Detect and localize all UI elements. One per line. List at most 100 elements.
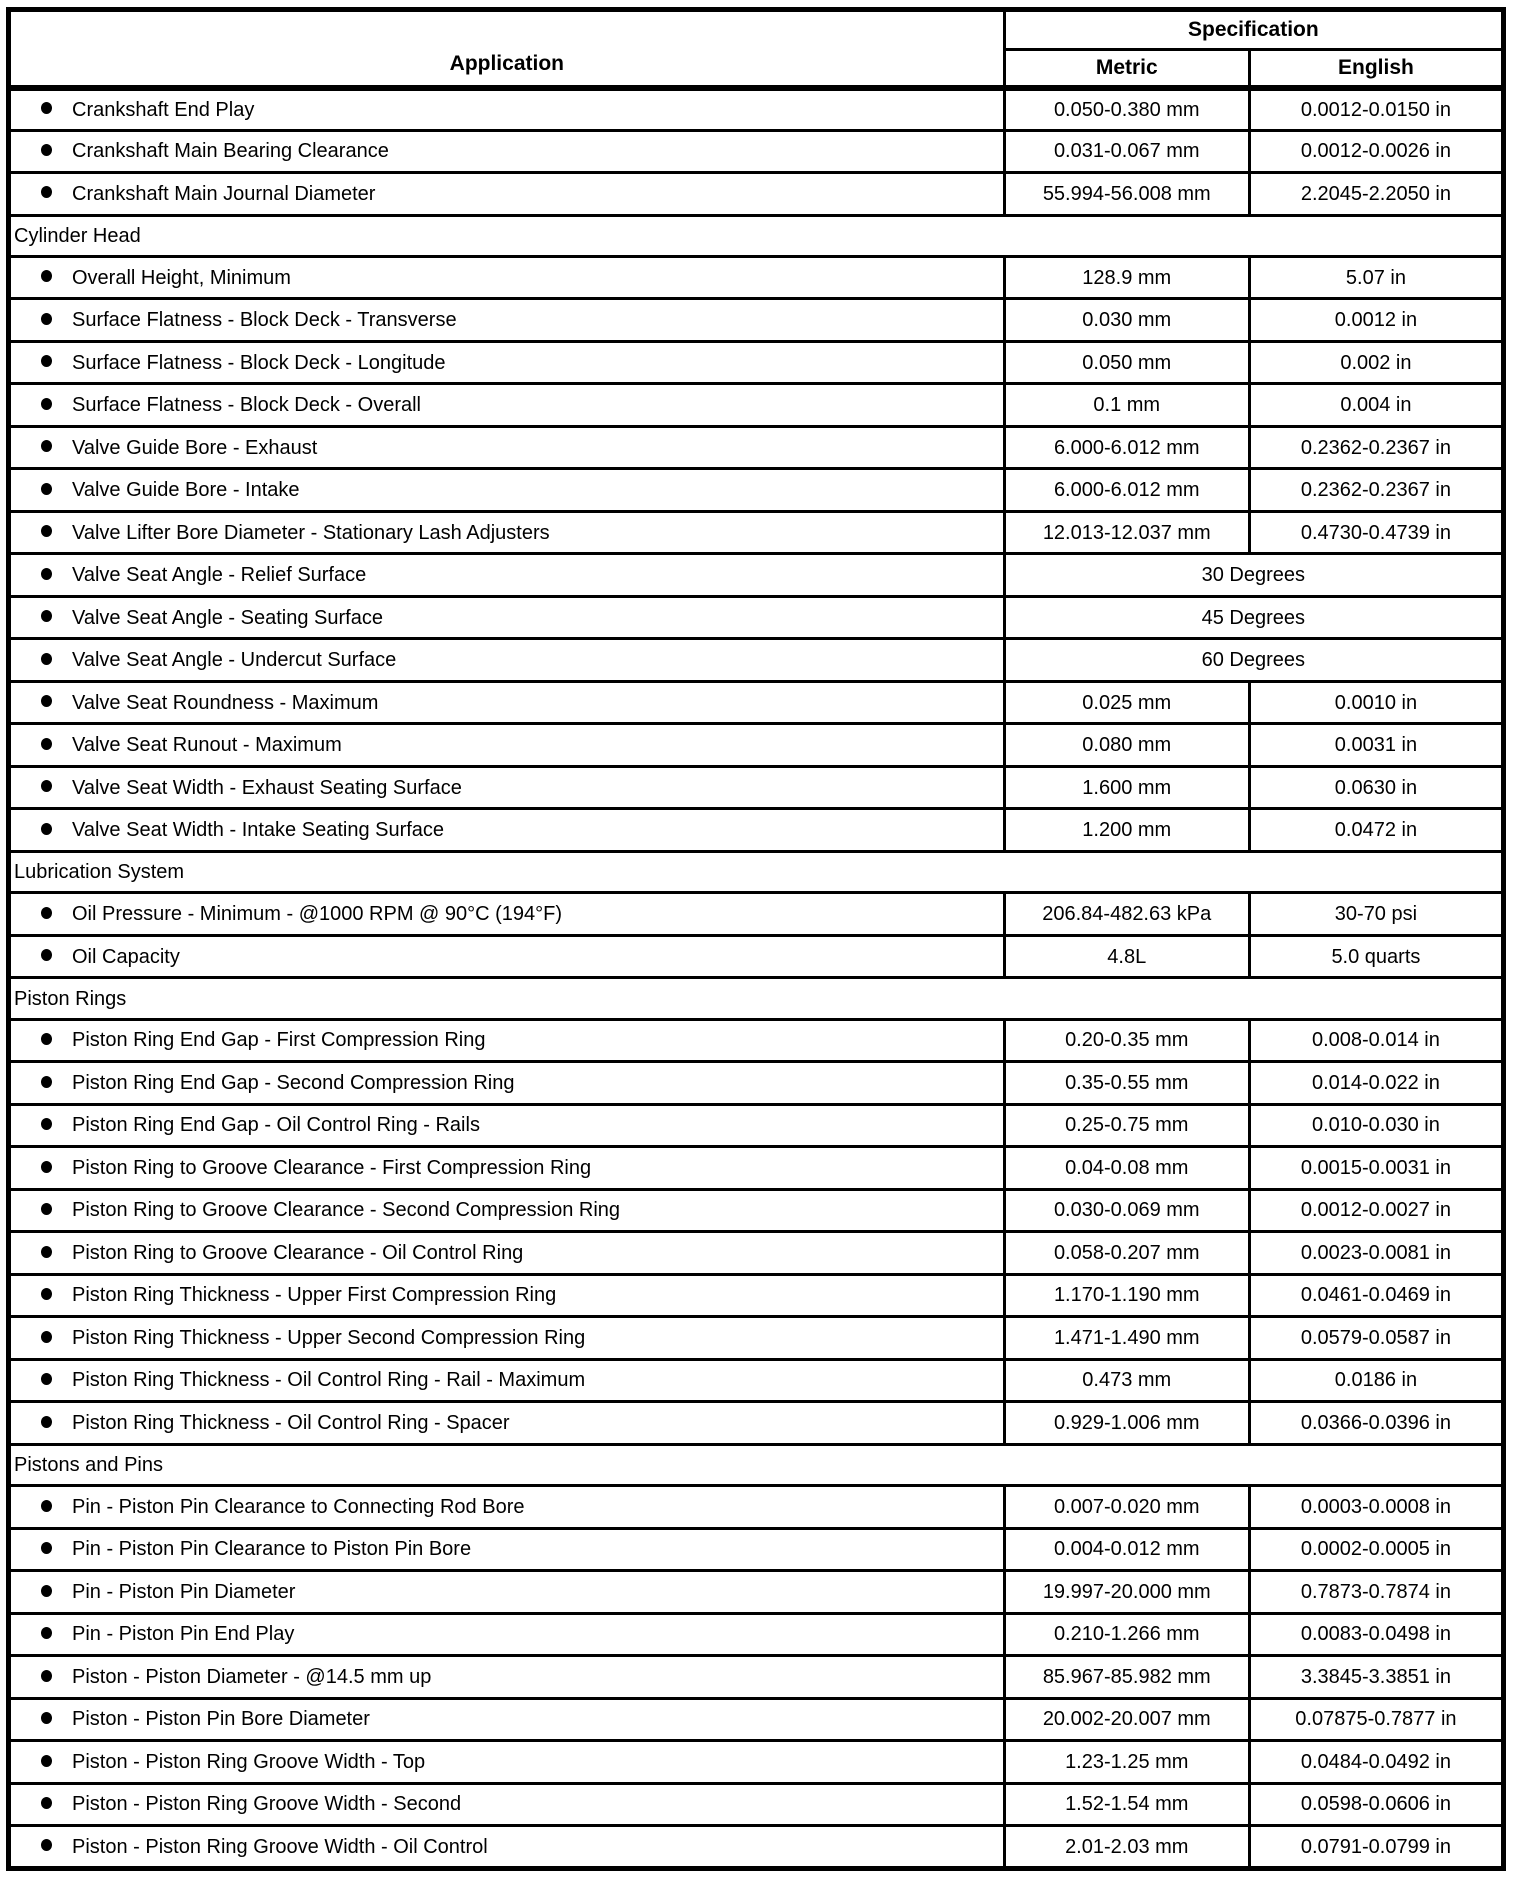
- application-cell: Piston Ring End Gap - Oil Control Ring -…: [7, 1102, 1006, 1149]
- metric-value-cell: 0.04-0.08 mm: [1002, 1145, 1251, 1191]
- application-cell: Crankshaft Main Journal Diameter: [7, 171, 1006, 217]
- application-cell: Pin - Piston Pin End Play: [7, 1611, 1006, 1658]
- application-label: Valve Seat Roundness - Maximum: [72, 691, 379, 714]
- english-value-cell: 2.2045-2.2050 in: [1247, 171, 1506, 217]
- application-cell: Piston Ring Thickness - Oil Control Ring…: [7, 1400, 1006, 1446]
- bullet-icon: [41, 652, 52, 665]
- bullet-icon: [41, 1797, 52, 1810]
- application-cell: Pin - Piston Pin Diameter: [7, 1569, 1006, 1615]
- section-title: Lubrication System: [7, 849, 1505, 895]
- spec-row: Valve Seat Runout - Maximum 0.080 mm 0.003…: [7, 722, 1506, 768]
- application-label: Piston Ring Thickness - Oil Control Ring…: [72, 1369, 586, 1392]
- spec-row: Valve Seat Angle - Seating Surface 45 Deg…: [7, 594, 1506, 641]
- spec-row: Pin - Piston Pin End Play 0.210-1.266 mm 0…: [7, 1611, 1506, 1658]
- english-value-cell: 0.0461-0.0469 in: [1247, 1272, 1506, 1319]
- spec-row: Valve Guide Bore - Intake 6.000-6.012 mm 0…: [7, 467, 1506, 513]
- bullet-icon: [41, 780, 52, 793]
- spec-row: Crankshaft End Play 0.050-0.380 mm 0.0012-…: [7, 86, 1506, 132]
- application-cell: Piston Ring End Gap - Second Compression…: [7, 1060, 1006, 1106]
- section-header-row: Lubrication System: [7, 849, 1505, 895]
- english-value-cell: 0.0010 in: [1247, 679, 1506, 726]
- application-label: Pin - Piston Pin End Play: [72, 1623, 295, 1646]
- bullet-icon: [41, 397, 52, 410]
- application-label: Piston - Piston Ring Groove Width - Top: [72, 1750, 426, 1773]
- spec-row: Piston Ring to Groove Clearance - Oil Co…: [7, 1230, 1506, 1276]
- bullet-icon: [41, 1160, 52, 1173]
- application-label: Valve Seat Angle - Relief Surface: [72, 564, 367, 587]
- metric-value-cell: 19.997-20.000 mm: [1002, 1569, 1251, 1615]
- bullet-icon: [41, 1075, 52, 1088]
- engine-specifications-table: Application Specification Metric English…: [6, 7, 1506, 1871]
- metric-value-cell: 0.1 mm: [1002, 382, 1251, 428]
- english-value-cell: 0.0012 in: [1247, 297, 1506, 343]
- metric-value-cell: 2.01-2.03 mm: [1002, 1824, 1251, 1870]
- spec-row: Surface Flatness - Block Deck - Longitud…: [7, 339, 1506, 386]
- application-cell: Oil Pressure - Minimum - @1000 RPM @ 90°…: [7, 891, 1006, 937]
- application-label: Crankshaft End Play: [72, 98, 255, 121]
- application-cell: Surface Flatness - Block Deck - Longitud…: [7, 339, 1006, 386]
- english-value-cell: 0.0083-0.0498 in: [1247, 1611, 1506, 1658]
- english-value-cell: 0.0366-0.0396 in: [1247, 1400, 1506, 1446]
- application-label: Surface Flatness - Block Deck - Longitud…: [72, 351, 446, 374]
- metric-value-cell: 6.000-6.012 mm: [1002, 424, 1251, 471]
- application-label: Oil Pressure - Minimum - @1000 RPM @ 90°…: [72, 903, 563, 926]
- application-label: Crankshaft Main Journal Diameter: [72, 182, 376, 205]
- spec-row: Surface Flatness - Block Deck - Overall 0…: [7, 382, 1506, 428]
- application-cell: Oil Capacity: [7, 933, 1006, 980]
- spec-row: Crankshaft Main Journal Diameter 55.994-5…: [7, 171, 1506, 217]
- metric-value-cell: 85.967-85.982 mm: [1002, 1654, 1251, 1700]
- metric-value-cell: 0.473 mm: [1002, 1357, 1251, 1404]
- bullet-icon: [41, 1754, 52, 1767]
- spec-row: Piston Ring Thickness - Upper Second Com…: [7, 1315, 1506, 1361]
- application-label: Piston Ring to Groove Clearance - Second…: [72, 1199, 621, 1222]
- application-cell: Piston Ring to Groove Clearance - Second…: [7, 1187, 1006, 1234]
- english-value-cell: 0.0012-0.0150 in: [1247, 86, 1506, 132]
- application-cell: Valve Seat Angle - Undercut Surface: [7, 637, 1006, 683]
- bullet-icon: [41, 1839, 52, 1852]
- metric-value-cell: 20.002-20.007 mm: [1002, 1696, 1251, 1743]
- bullet-icon: [41, 1542, 52, 1555]
- bullet-icon: [41, 312, 52, 325]
- combined-value-cell: 30 Degrees: [1002, 552, 1506, 598]
- bullet-icon: [41, 482, 52, 495]
- application-label: Piston Ring End Gap - Oil Control Ring -…: [72, 1114, 480, 1137]
- bullet-icon: [41, 1203, 52, 1216]
- english-value-cell: 3.3845-3.3851 in: [1247, 1654, 1506, 1700]
- metric-value-cell: 0.031-0.067 mm: [1002, 128, 1251, 174]
- spec-row: Piston - Piston Pin Bore Diameter 20.002-…: [7, 1696, 1506, 1743]
- application-label: Piston - Piston Ring Groove Width - Oil …: [72, 1835, 488, 1858]
- metric-value-cell: 0.025 mm: [1002, 679, 1251, 726]
- application-label: Piston Ring Thickness - Oil Control Ring…: [72, 1411, 510, 1434]
- metric-value-cell: 1.170-1.190 mm: [1002, 1272, 1251, 1319]
- spec-row: Oil Pressure - Minimum - @1000 RPM @ 90°…: [7, 891, 1506, 937]
- spec-row: Piston - Piston Ring Groove Width - Oil …: [7, 1824, 1506, 1870]
- bullet-icon: [41, 1712, 52, 1725]
- metric-value-cell: 1.471-1.490 mm: [1002, 1315, 1251, 1361]
- spec-row: Piston - Piston Diameter - @14.5 mm up 85…: [7, 1654, 1506, 1700]
- english-value-cell: 0.7873-0.7874 in: [1247, 1569, 1506, 1615]
- application-label: Surface Flatness - Block Deck - Overall: [72, 394, 421, 417]
- metric-value-cell: 12.013-12.037 mm: [1002, 509, 1251, 556]
- application-label: Piston Ring Thickness - Upper First Comp…: [72, 1284, 557, 1307]
- spec-row: Pin - Piston Pin Clearance to Connecting…: [7, 1484, 1506, 1530]
- english-value-cell: 0.0791-0.0799 in: [1247, 1824, 1506, 1870]
- metric-value-cell: 0.007-0.020 mm: [1002, 1484, 1251, 1530]
- spec-row: Valve Seat Width - Exhaust Seating Surfa…: [7, 764, 1506, 811]
- english-value-cell: 0.2362-0.2367 in: [1247, 467, 1506, 513]
- application-label: Valve Seat Angle - Seating Surface: [72, 606, 383, 629]
- spec-row: Valve Seat Width - Intake Seating Surfac…: [7, 807, 1506, 853]
- application-cell: Valve Seat Angle - Relief Surface: [7, 552, 1006, 598]
- bullet-icon: [41, 1330, 52, 1343]
- bullet-icon: [41, 906, 52, 919]
- metric-value-cell: 0.20-0.35 mm: [1002, 1017, 1251, 1064]
- english-value-cell: 0.0598-0.0606 in: [1247, 1781, 1506, 1828]
- application-cell: Piston Ring to Groove Clearance - Oil Co…: [7, 1230, 1006, 1276]
- application-cell: Pin - Piston Pin Clearance to Connecting…: [7, 1484, 1006, 1530]
- spec-row: Valve Seat Angle - Relief Surface 30 Degr…: [7, 552, 1506, 598]
- application-label: Overall Height, Minimum: [72, 266, 291, 289]
- metric-value-cell: 0.210-1.266 mm: [1002, 1611, 1251, 1658]
- metric-value-cell: 1.600 mm: [1002, 764, 1251, 811]
- application-label: Piston Ring Thickness - Upper Second Com…: [72, 1326, 586, 1349]
- english-value-cell: 0.0003-0.0008 in: [1247, 1484, 1506, 1530]
- metric-value-cell: 0.058-0.207 mm: [1002, 1230, 1251, 1276]
